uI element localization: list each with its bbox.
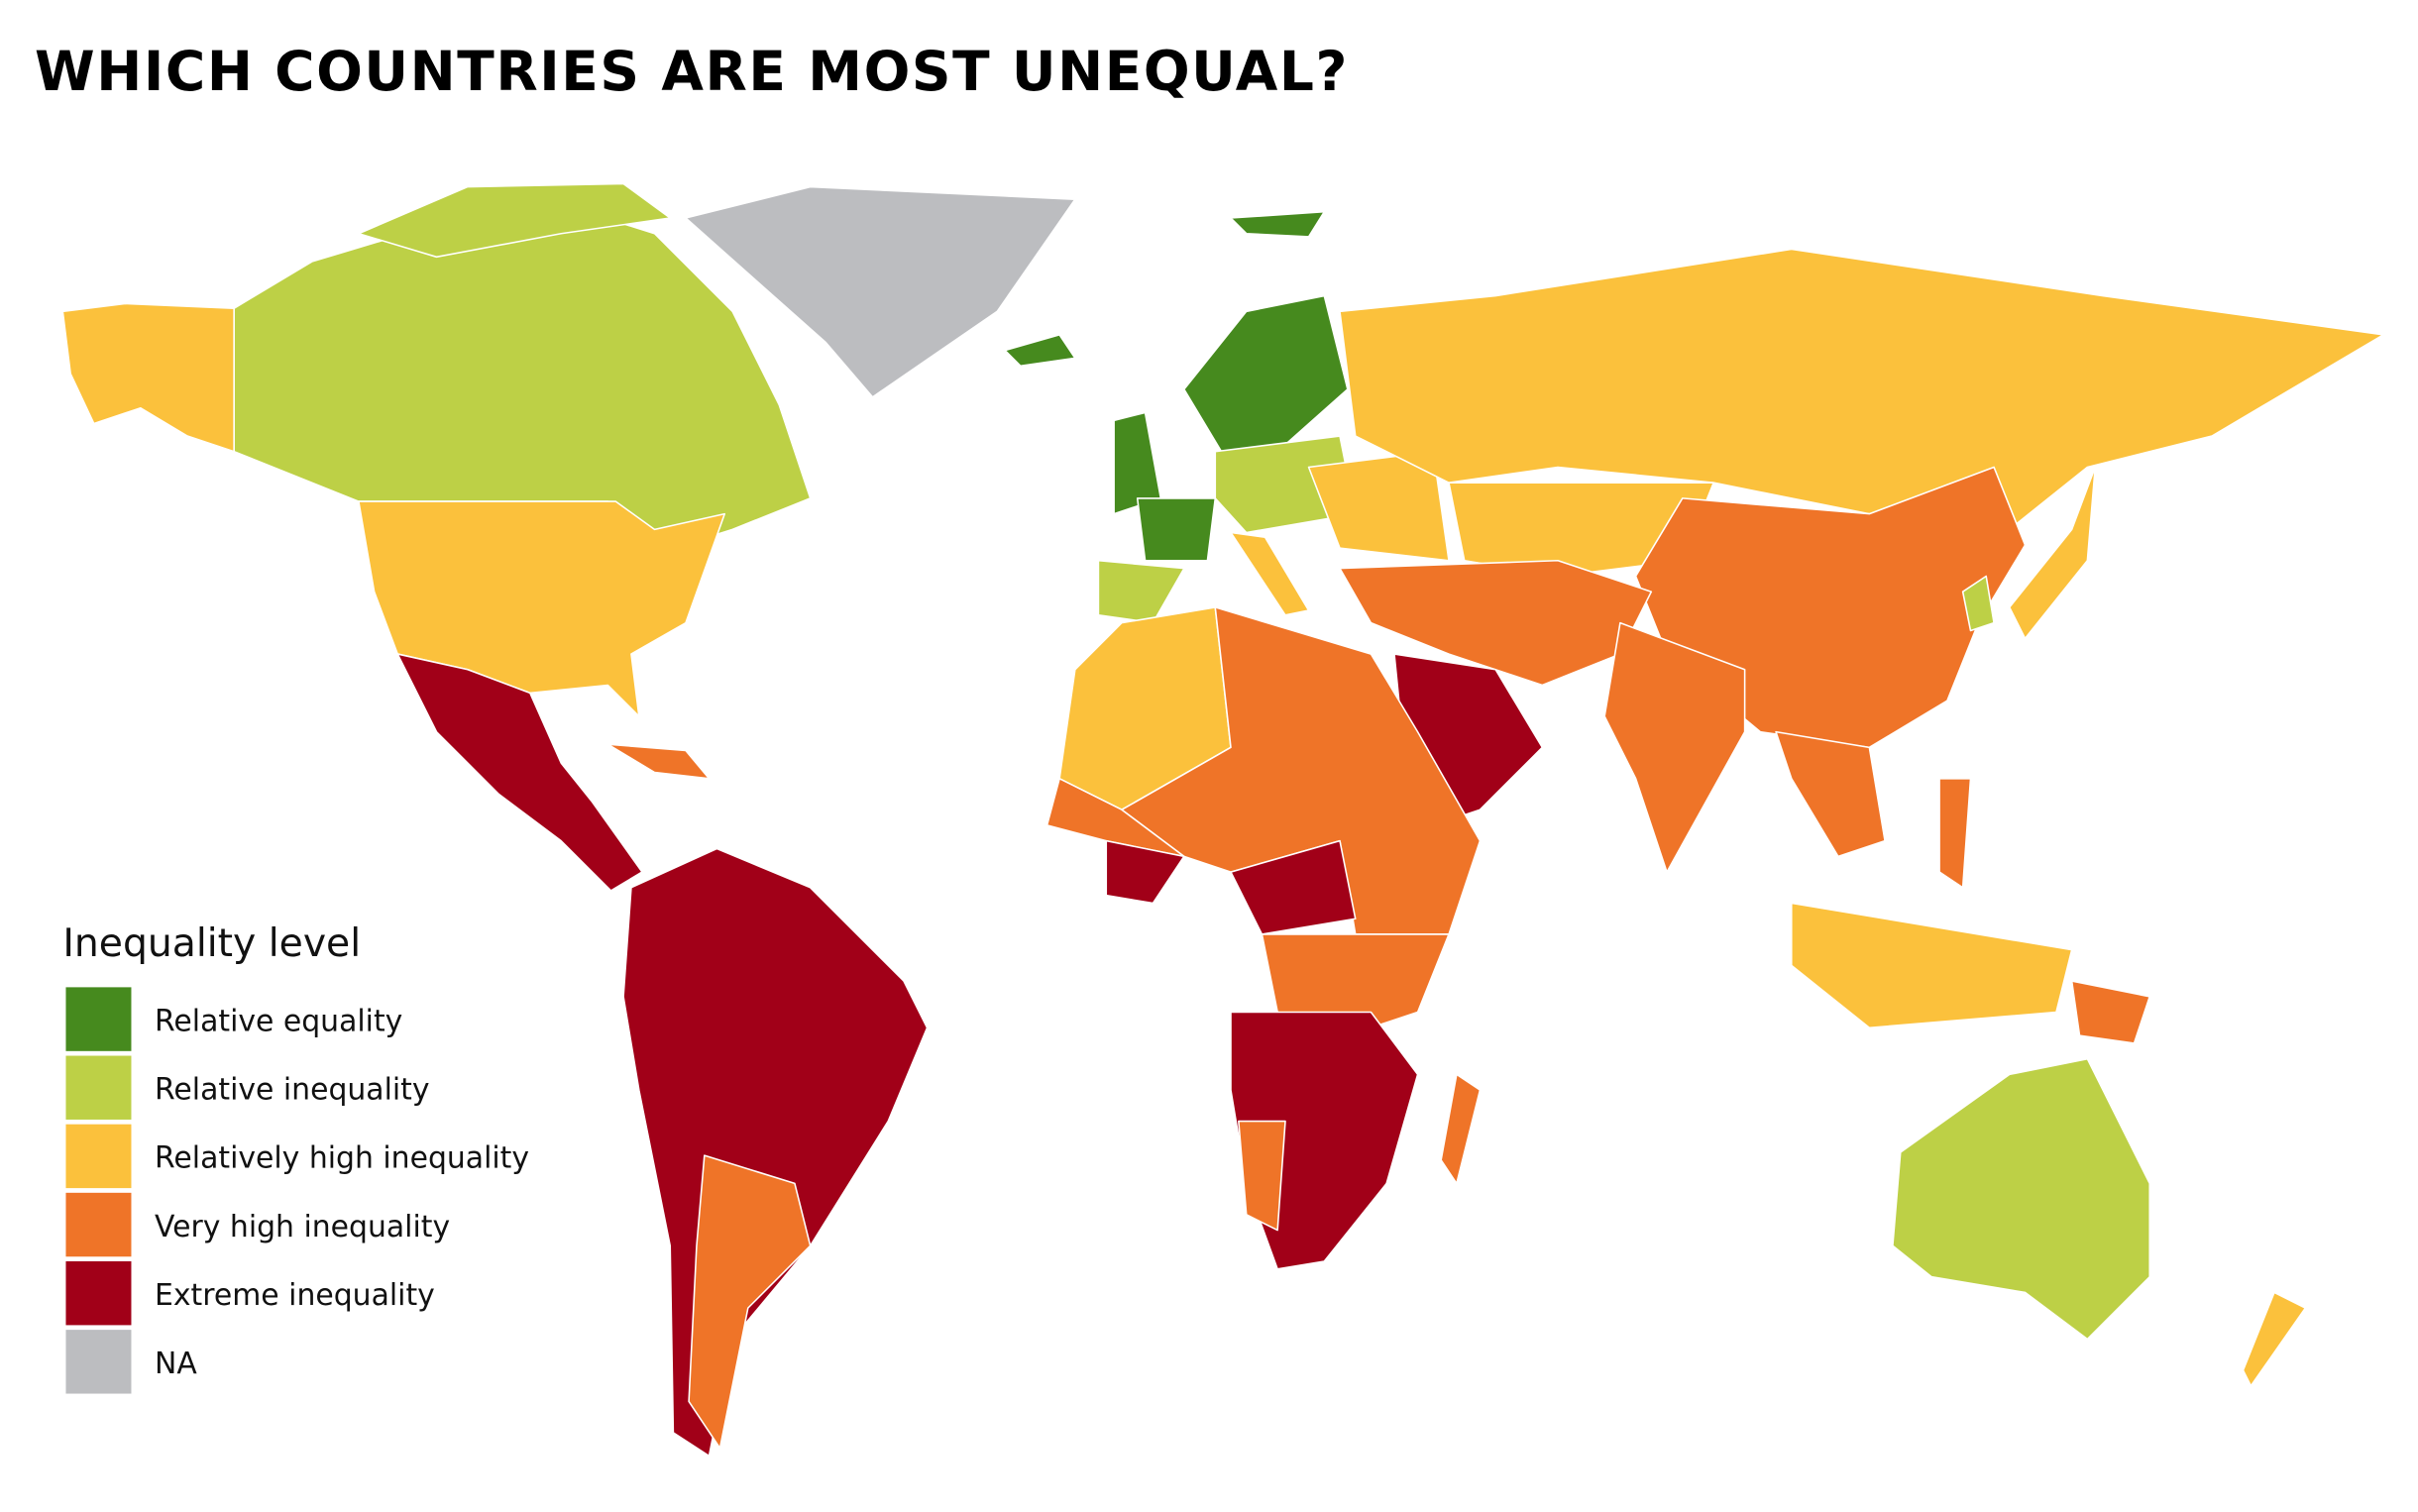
madagascar [1440,1073,1482,1185]
legend-label: Very high inequality [155,1210,450,1244]
italy [1230,531,1310,616]
iceland [1004,334,1076,368]
japan [2009,466,2097,640]
india [1603,621,1746,873]
legend-swatch [65,987,132,1051]
legend-label: Relative inequality [155,1073,430,1108]
legend-label: NA [155,1347,197,1381]
alaska [61,302,235,453]
central-asia [1448,482,1714,578]
legend-swatch [65,1124,132,1189]
korea [1961,575,1995,632]
legend-swatch [65,1055,132,1120]
spain [1097,559,1185,624]
legend-title: Inequality level [62,921,361,966]
legend-swatch [65,1192,132,1257]
legend-label: Relatively high inequality [155,1141,529,1176]
mexico-central-america [396,653,643,892]
central-africa [1230,839,1357,935]
russia [1339,248,2384,531]
indonesia [1790,902,2073,1029]
gulf-of-guinea [1105,839,1185,905]
new-zealand [2242,1291,2307,1387]
south-america [622,847,929,1458]
world-map [61,182,2384,1458]
argentina [688,1154,812,1450]
philippines [1938,778,1972,889]
france [1136,497,1217,562]
east-africa [1261,933,1450,1029]
arctic-islands [358,182,672,259]
australia [1892,1057,2151,1341]
namibia [1238,1120,1286,1232]
legend-swatch [65,1330,132,1394]
central-europe [1214,435,1357,534]
eastern-europe [1307,450,1450,562]
legend-label: Relative equality [155,1004,402,1038]
papua-new-guinea [2070,980,2151,1044]
greenland [685,185,1076,398]
svalbard [1230,210,1326,238]
middle-east [1339,559,1653,687]
southeast-asia [1775,730,1886,858]
legend-label: Extreme inequality [155,1278,435,1313]
legend: Inequality level Relative equality Relati… [62,921,529,1394]
map-title: WHICH COUNTRIES ARE MOST UNEQUAL? [35,40,1349,103]
caribbean [606,743,711,780]
legend-swatch [65,1260,132,1326]
